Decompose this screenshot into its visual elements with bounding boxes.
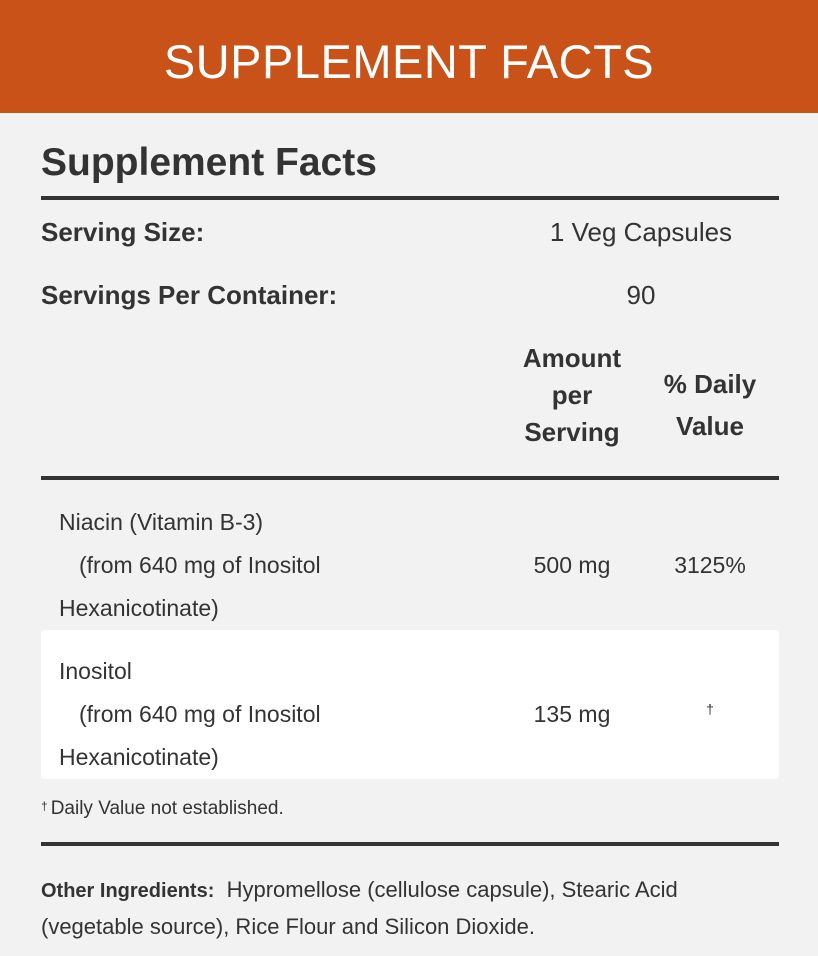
nutrient-source: Hexanicotinate): [59, 744, 219, 770]
serving-size-label: Serving Size:: [41, 217, 205, 247]
amount-per-serving-header: Amount per Serving: [503, 340, 641, 451]
amount-header-line: Serving: [524, 417, 620, 447]
serving-size-row: Serving Size: 1 Veg Capsules: [41, 217, 779, 257]
other-ingredients-label: Other Ingredients:: [41, 880, 215, 902]
nutrient-row-niacin: Niacin (Vitamin B-3) (from 640 mg of Ino…: [41, 481, 779, 630]
amount-header-line: Amount: [522, 343, 622, 373]
servings-per-container-label: Servings Per Container:: [41, 280, 338, 310]
amount-header-line: per: [551, 380, 593, 410]
nutrient-daily-value: †: [706, 701, 714, 717]
nutrient-daily-value: 3125%: [674, 552, 746, 578]
header-divider: [41, 476, 779, 480]
nutrient-name: Inositol: [59, 658, 132, 684]
nutrient-source: (from 640 mg of Inositol: [79, 701, 321, 727]
nutrient-source: (from 640 mg of Inositol: [79, 552, 321, 578]
footnote-text: Daily Value not established.: [50, 798, 284, 819]
daily-value-header: % Daily Value: [641, 363, 779, 447]
servings-per-container-value: 90: [626, 280, 656, 310]
other-ingredients: Other Ingredients: Hypromellose (cellulo…: [41, 872, 779, 945]
nutrient-amount: 500 mg: [533, 552, 611, 578]
facts-title: Supplement Facts: [41, 141, 377, 184]
nutrient-amount: 135 mg: [533, 701, 611, 727]
nutrient-row-inositol: Inositol (from 640 mg of Inositol Hexani…: [41, 630, 779, 779]
dagger-mark: †: [41, 799, 48, 813]
supplement-facts-banner: SUPPLEMENT FACTS: [0, 0, 818, 113]
other-ingredients-text: Hypromellose (cellulose capsule), Steari…: [41, 877, 678, 939]
dv-header-line: % Daily: [663, 369, 757, 399]
banner-title: SUPPLEMENT FACTS: [163, 34, 655, 88]
dv-header-line: Value: [676, 411, 744, 441]
servings-per-container-row: Servings Per Container: 90: [41, 280, 779, 320]
bottom-divider: [41, 842, 779, 846]
serving-size-value: 1 Veg Capsules: [549, 217, 733, 247]
top-divider: [41, 196, 779, 200]
daily-value-footnote: † Daily Value not established.: [41, 798, 284, 820]
nutrient-source: Hexanicotinate): [59, 595, 219, 621]
nutrient-name: Niacin (Vitamin B-3): [59, 509, 264, 535]
